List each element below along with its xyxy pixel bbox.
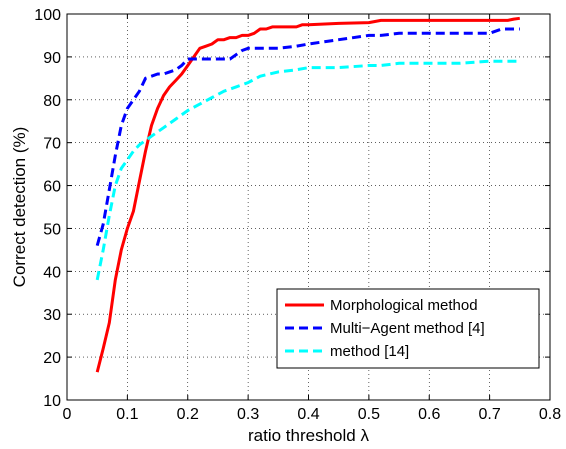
y-tick-label: 80 [43,93,61,110]
y-tick-label: 30 [43,307,61,324]
x-axis-label: ratio threshold λ [248,426,369,445]
x-tick-label: 0.5 [358,406,380,423]
y-tick-label: 20 [43,350,61,367]
x-tick-label: 0.8 [539,406,561,423]
legend-label-2: Multi−Agent method [4] [330,320,485,337]
legend-label-3: method [14] [330,343,409,360]
x-tick-label: 0.1 [116,406,138,423]
y-tick-label: 70 [43,136,61,153]
y-tick-label: 90 [43,50,61,67]
legend: Morphological method Multi−Agent method [… [276,288,540,369]
y-tick-label: 10 [43,393,61,410]
x-tick-label: 0.7 [479,406,501,423]
x-tick-label: 0 [63,406,72,423]
y-tick-label: 40 [43,264,61,281]
series-line-1 [95,16,520,373]
axis-ticks: 0 0.1 0.2 0.3 0.4 0.5 0.6 0.7 0.8 10 20 30 40 50 60 70 8… [34,7,561,423]
x-tick-label: 0.2 [177,406,199,423]
series-group [95,16,520,373]
series-line-2 [95,27,520,247]
y-tick-label: 50 [43,221,61,238]
y-tick-label: 100 [34,7,61,24]
x-tick-label: 0.6 [418,406,440,423]
y-axis-label: Correct detection (%) [10,127,29,288]
x-tick-label: 0.4 [297,406,319,423]
y-tick-label: 60 [43,179,61,196]
legend-label-1: Morphological method [330,297,478,314]
x-tick-label: 0.3 [237,406,259,423]
series-line-3 [95,59,520,281]
